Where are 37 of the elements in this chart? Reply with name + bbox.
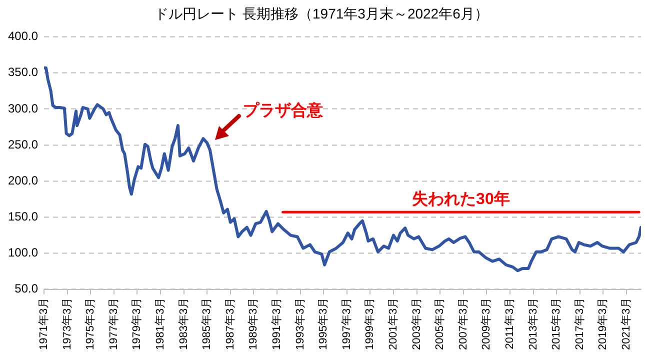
x-tick-label: 2003年3月 <box>410 297 423 350</box>
annotation: プラザ合意 <box>242 101 324 120</box>
x-tick-label: 1981年3月 <box>154 297 167 350</box>
y-tick-label: 150.0 <box>8 210 38 224</box>
y-tick-label: 250.0 <box>8 137 38 152</box>
x-tick-label: 2001年3月 <box>388 297 400 350</box>
x-tick-label: 1975年3月 <box>84 297 97 350</box>
x-tick-label: 1991年3月 <box>271 297 284 350</box>
x-tick-label: 1983年3月 <box>178 297 190 350</box>
x-tick-label: 2013年3月 <box>527 297 540 350</box>
y-tick-label: 300.0 <box>8 101 38 116</box>
y-tick-label: 200.0 <box>8 173 38 188</box>
x-tick-label: 1973年3月 <box>61 297 74 350</box>
x-tick-label: 1989年3月 <box>248 297 260 350</box>
x-tick-label: 2017年3月 <box>574 297 586 350</box>
x-tick-label: 1993年3月 <box>294 297 306 350</box>
x-tick-label: 2009年3月 <box>480 297 493 350</box>
y-tick-label: 350.0 <box>8 65 38 80</box>
series-label: 失われた30年 <box>412 190 510 208</box>
x-tick-label: 2021年3月 <box>620 297 632 350</box>
x-tick-label: 1979年3月 <box>131 297 144 350</box>
y-tick-label: 100.0 <box>8 246 38 260</box>
x-tick-label: 1997年3月 <box>340 297 353 350</box>
x-tick-label: 2011年3月 <box>504 297 516 350</box>
x-tick-label: 1995年3月 <box>318 297 330 350</box>
x-tick-label: 1977年3月 <box>108 297 120 350</box>
x-tick-label: 1985年3月 <box>201 297 214 350</box>
y-tick-label: 400.0 <box>8 29 38 44</box>
x-tick-label: 1971年3月 <box>38 297 50 350</box>
x-tick-label: 1999年3月 <box>364 297 376 350</box>
y-tick-label: 50.0 <box>14 282 38 296</box>
x-tick-label: 2007年3月 <box>457 297 470 350</box>
x-tick-label: 1987年3月 <box>224 297 236 350</box>
x-tick-label: 2015年3月 <box>550 297 563 350</box>
x-tick-label: 2005年3月 <box>434 297 446 350</box>
x-tick-label: 2019年3月 <box>597 297 610 350</box>
chart-title: ドル円レート 長期推移（1971年3月末～2022年6月） <box>154 5 488 22</box>
